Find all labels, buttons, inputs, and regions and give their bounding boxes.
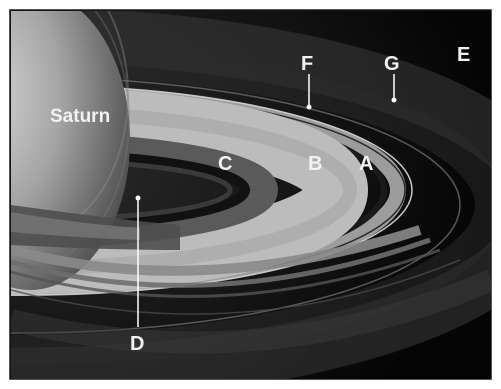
ring-label-a: A	[359, 153, 373, 175]
ring-label-g: G	[384, 53, 400, 75]
ring-label-c: C	[218, 153, 232, 175]
ring-label-b: B	[308, 153, 322, 175]
d-marker-dot	[135, 195, 141, 201]
saturn-label: Saturn	[50, 106, 110, 127]
ring-label-d: D	[130, 333, 144, 355]
ring-label-e: E	[457, 44, 470, 66]
f-marker-dot	[306, 104, 312, 110]
g-marker-dot	[391, 97, 397, 103]
ring-label-f: F	[301, 53, 313, 75]
